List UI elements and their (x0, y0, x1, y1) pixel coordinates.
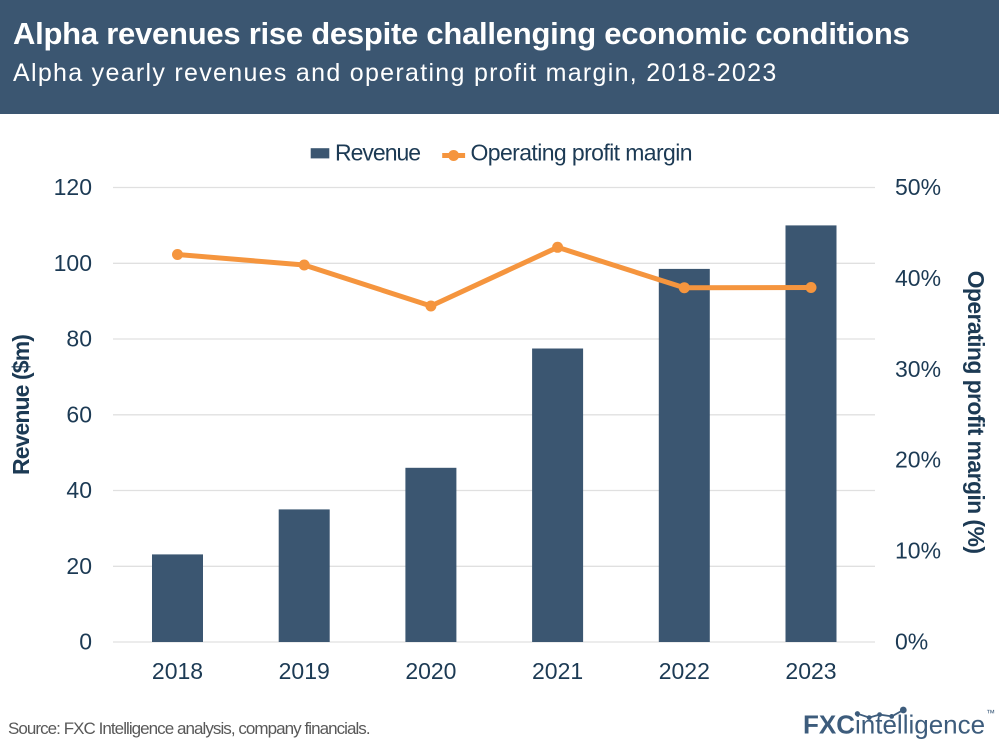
svg-text:FXCintelligence: FXCintelligence (803, 710, 985, 740)
svg-text:30%: 30% (895, 356, 941, 382)
svg-text:2018: 2018 (152, 658, 203, 684)
svg-text:0: 0 (79, 629, 92, 655)
svg-text:Operating profit margin (%): Operating profit margin (%) (963, 271, 989, 554)
svg-text:20: 20 (66, 553, 92, 579)
svg-text:2023: 2023 (785, 658, 836, 684)
svg-text:2021: 2021 (532, 658, 583, 684)
svg-text:Alpha revenues rise despite ch: Alpha revenues rise despite challenging … (13, 16, 910, 51)
svg-text:™: ™ (986, 708, 995, 718)
svg-text:Operating profit margin: Operating profit margin (471, 139, 692, 165)
svg-text:80: 80 (66, 326, 92, 352)
svg-text:Source: FXC Intelligence analy: Source: FXC Intelligence analysis, compa… (8, 719, 370, 738)
svg-text:50%: 50% (895, 174, 941, 200)
svg-text:40: 40 (66, 477, 92, 503)
svg-text:120: 120 (54, 174, 92, 200)
svg-text:2022: 2022 (659, 658, 710, 684)
svg-text:Revenue: Revenue (335, 139, 420, 165)
svg-text:100: 100 (54, 250, 92, 276)
svg-text:Revenue ($m): Revenue ($m) (8, 335, 34, 475)
svg-text:60: 60 (66, 401, 92, 427)
svg-text:40%: 40% (895, 265, 941, 291)
svg-text:20%: 20% (895, 447, 941, 473)
svg-text:2020: 2020 (405, 658, 456, 684)
svg-text:0%: 0% (895, 629, 928, 655)
svg-text:Alpha yearly revenues and oper: Alpha yearly revenues and operating prof… (13, 59, 778, 87)
svg-text:2019: 2019 (279, 658, 330, 684)
svg-text:10%: 10% (895, 538, 941, 564)
